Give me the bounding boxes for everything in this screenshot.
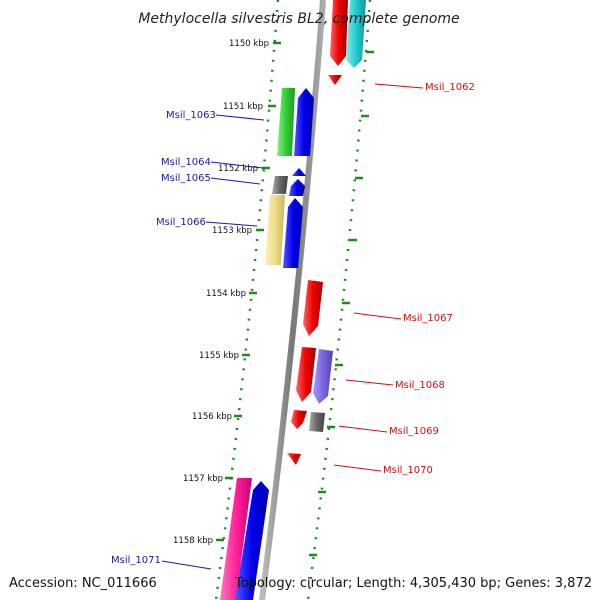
gene-msil-1066[interactable] <box>283 198 303 268</box>
gene-label[interactable]: Msil_1063 <box>166 110 216 121</box>
tick-label: 1151 kbp <box>223 102 263 112</box>
gene-msil-1070[interactable] <box>287 453 301 465</box>
tick-label: 1150 kbp <box>229 39 269 49</box>
gene-msil-1064[interactable] <box>292 168 306 176</box>
gene-msil-1066-cream[interactable] <box>265 195 285 265</box>
tick-labels: 1150 kbp 1151 kbp 1152 kbp 1153 kbp 1154… <box>173 39 269 546</box>
gene-msil-1065[interactable] <box>289 179 305 196</box>
gene-label[interactable]: Msil_1066 <box>156 217 206 228</box>
gene-msil-1068-red[interactable] <box>296 347 316 402</box>
gene-msil-1065-gray[interactable] <box>272 176 288 194</box>
tick-label: 1153 kbp <box>212 226 252 236</box>
gene-label[interactable]: Msil_1069 <box>389 426 439 437</box>
gene-small-red[interactable] <box>328 75 342 85</box>
tick-label: 1157 kbp <box>183 474 223 484</box>
genome-backbone <box>259 0 326 600</box>
gene-label[interactable]: Msil_1064 <box>161 157 211 168</box>
gene-msil-1063[interactable] <box>294 88 314 156</box>
gene-msil-1071[interactable] <box>235 481 269 600</box>
gene-msil-1062[interactable] <box>330 0 348 66</box>
reverse-strand-genes <box>287 0 366 465</box>
gene-label[interactable]: Msil_1071 <box>111 555 161 566</box>
tick-label: 1156 kbp <box>192 412 232 422</box>
gene-labels-left: Msil_1063 Msil_1064 Msil_1065 Msil_1066 … <box>111 110 216 566</box>
gene-msil-1071-pink[interactable] <box>220 478 252 600</box>
gene-msil-1068[interactable] <box>313 349 333 404</box>
map-title: Methylocella silvestris BL2, complete ge… <box>138 11 459 27</box>
gene-msil-1069[interactable] <box>309 412 325 432</box>
gene-label[interactable]: Msil_1062 <box>425 82 475 93</box>
gene-msil-1069-red[interactable] <box>291 410 307 429</box>
forward-strand-genes <box>220 88 314 600</box>
left-major-ticks <box>216 41 281 542</box>
right-major-ticks <box>309 50 374 557</box>
gene-label[interactable]: Msil_1065 <box>161 173 211 184</box>
tick-label: 1158 kbp <box>173 536 213 546</box>
topology-text: Topology: circular; Length: 4,305,430 bp… <box>234 576 592 591</box>
gene-cyan[interactable] <box>346 0 366 68</box>
right-label-lines <box>333 83 424 472</box>
gene-label[interactable]: Msil_1068 <box>395 380 445 391</box>
left-tick-track <box>214 0 280 600</box>
gene-label[interactable]: Msil_1070 <box>383 465 433 476</box>
gene-label[interactable]: Msil_1067 <box>403 313 453 324</box>
tick-label: 1152 kbp <box>218 164 258 174</box>
right-tick-track <box>306 0 372 600</box>
gene-labels-right: Msil_1062 Msil_1067 Msil_1068 Msil_1069 … <box>383 82 475 476</box>
tick-label: 1155 kbp <box>199 351 239 361</box>
gene-msil-1067[interactable] <box>303 280 323 336</box>
tick-label: 1154 kbp <box>206 289 246 299</box>
gene-msil-1063-green[interactable] <box>277 88 295 156</box>
left-label-lines <box>161 114 265 570</box>
accession-text: Accession: NC_011666 <box>9 576 157 591</box>
